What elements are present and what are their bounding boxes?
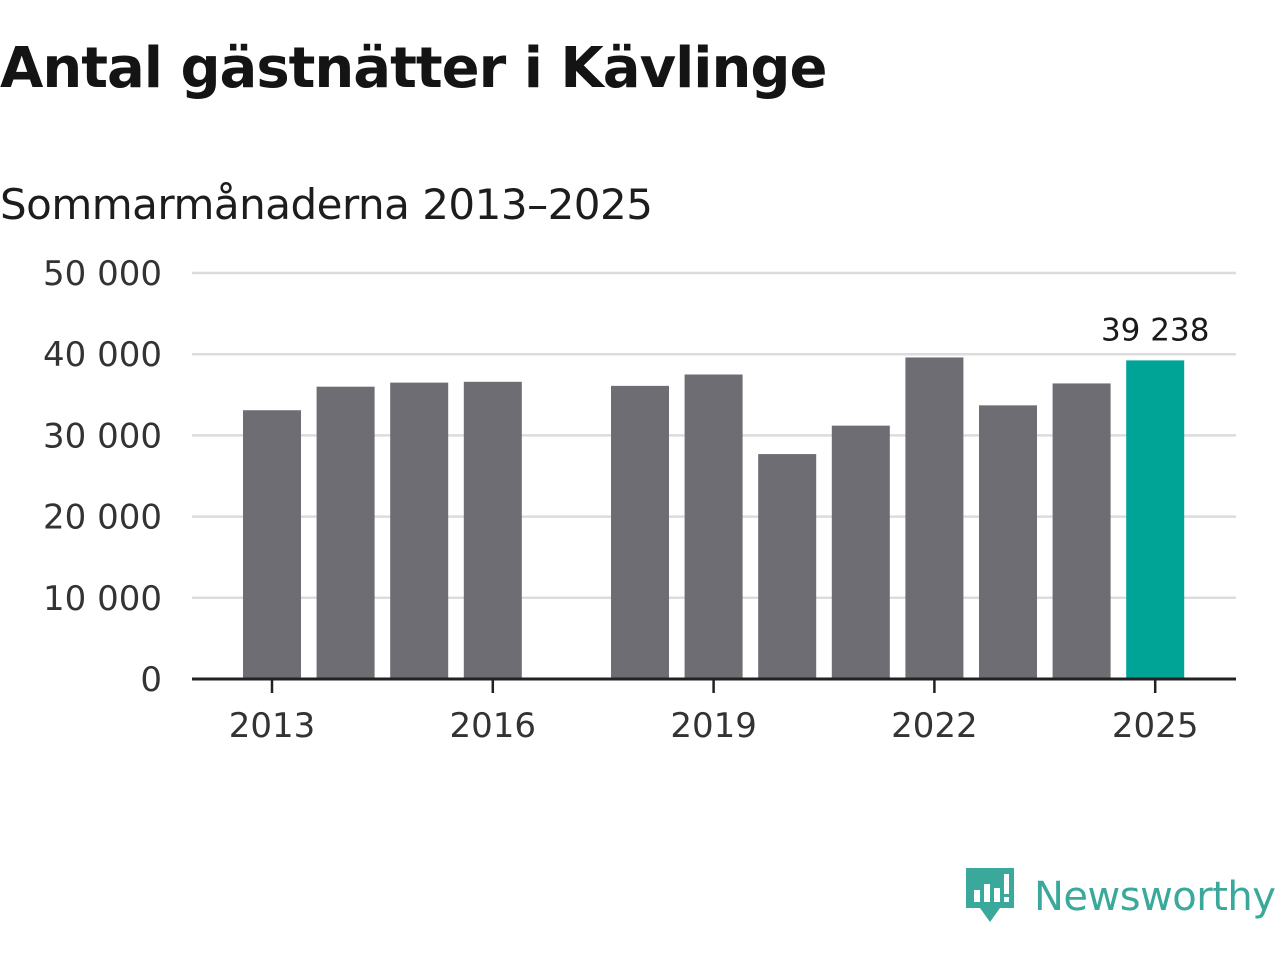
bar-2025: [1126, 360, 1185, 679]
x-tick-label: 2016: [450, 706, 537, 746]
bar-2023: [979, 405, 1037, 679]
newsworthy-logo-icon: [964, 864, 1016, 930]
bar-2024: [1052, 383, 1111, 679]
bar-2016: [463, 381, 522, 679]
bar-2014: [316, 386, 375, 679]
y-tick-label: 0: [140, 660, 162, 700]
bar-chart: 0 10 000 20 000 30 000 40 000 50 000 2013 2016 2…: [43, 254, 1236, 746]
bar-2022: [905, 357, 964, 679]
bars: [243, 357, 1185, 679]
bar-2021: [831, 425, 890, 679]
bar-2019: [684, 374, 743, 679]
y-tick-label: 30 000: [43, 416, 162, 456]
labels: 0 10 000 20 000 30 000 40 000 50 000 2013 2016 2…: [43, 254, 1209, 746]
bar-2020: [758, 454, 817, 679]
brand-name: Newsworthy: [1034, 874, 1276, 920]
brand-logo: Newsworthy: [964, 864, 1276, 930]
data-label: 39 238: [1101, 312, 1209, 348]
y-tick-label: 10 000: [43, 579, 162, 619]
y-tick-label: 40 000: [43, 335, 162, 375]
x-tick-label: 2025: [1112, 706, 1199, 746]
x-tick-label: 2013: [229, 706, 316, 746]
bar-2015: [390, 382, 449, 679]
chart-title: Antal gästnätter i Kävlinge: [0, 36, 827, 101]
chart-subtitle: Sommarmånaderna 2013–2025: [0, 180, 653, 229]
x-tick-label: 2019: [670, 706, 757, 746]
axes: [192, 677, 1236, 693]
y-tick-label: 20 000: [43, 498, 162, 538]
y-tick-label: 50 000: [43, 254, 162, 294]
bar-2018: [611, 385, 669, 679]
bar-2013: [243, 410, 301, 679]
x-tick-label: 2022: [891, 706, 978, 746]
